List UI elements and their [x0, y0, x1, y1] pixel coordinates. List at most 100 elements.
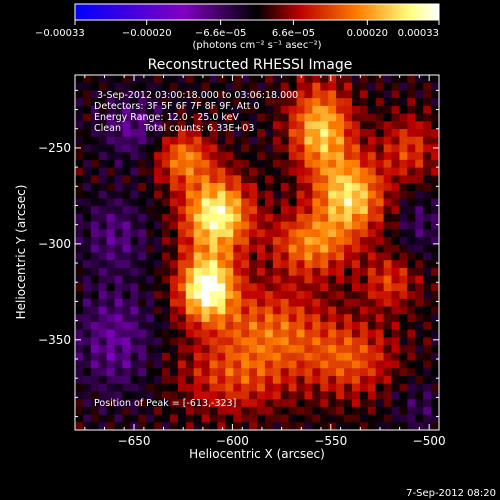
heatmap-cell [233, 275, 242, 284]
heatmap-cell [177, 198, 187, 207]
heatmap-cell [312, 198, 321, 207]
heatmap-cell [106, 422, 115, 431]
heatmap-cell [233, 306, 242, 315]
heatmap-cell [257, 198, 266, 207]
heatmap-cell [225, 90, 234, 99]
heatmap-cell [185, 329, 195, 338]
heatmap-cell [90, 314, 100, 323]
heatmap-cell [399, 244, 408, 253]
heatmap-cell [106, 406, 115, 415]
heatmap-cell [296, 198, 305, 207]
heatmap-cell [146, 352, 155, 361]
heatmap-cell [233, 368, 242, 377]
heatmap-cell [272, 229, 282, 238]
heatmap-cell [162, 190, 171, 199]
heatmap-cell [241, 352, 250, 361]
heatmap-cell [431, 206, 440, 215]
heatmap-cell [296, 422, 305, 431]
heatmap-cell [225, 406, 234, 415]
heatmap-cell [328, 399, 337, 408]
heatmap-cell [146, 90, 155, 99]
heatmap-cell [169, 360, 179, 369]
heatmap-cell [296, 129, 305, 138]
heatmap-cell [106, 260, 115, 269]
heatmap-cell [344, 190, 353, 199]
heatmap-cell [264, 159, 274, 169]
heatmap-cell [399, 190, 408, 199]
heatmap-cell [162, 267, 171, 277]
heatmap-cell [217, 314, 226, 323]
heatmap-cell [280, 129, 290, 138]
heatmap-cell [249, 229, 258, 238]
heatmap-cell [280, 422, 290, 431]
heatmap-cell [399, 283, 408, 292]
heatmap-cell [201, 213, 210, 223]
heatmap-cell [312, 213, 321, 223]
heatmap-cell [351, 314, 361, 323]
heatmap-cell [162, 183, 171, 192]
heatmap-cell [391, 267, 400, 277]
heatmap-cell [209, 121, 218, 130]
heatmap-cell [154, 399, 163, 408]
heatmap-cell [154, 368, 163, 377]
heatmap-cell [391, 306, 400, 315]
heatmap-cell [264, 175, 274, 184]
heatmap-cell [304, 244, 313, 253]
heatmap-cell [264, 291, 274, 300]
heatmap-cell [177, 90, 187, 99]
heatmap-cell [241, 244, 250, 253]
heatmap-cell [193, 283, 203, 292]
heatmap-cell [257, 283, 266, 292]
heatmap-cell [336, 90, 345, 99]
heatmap-cell [249, 175, 258, 184]
heatmap-cell [264, 244, 274, 253]
heatmap-cell [336, 283, 345, 292]
heatmap-cell [169, 90, 179, 99]
heatmap-cell [399, 105, 408, 114]
heatmap-cell [114, 414, 123, 423]
heatmap-cell [264, 375, 274, 385]
heatmap-cell [177, 360, 187, 369]
heatmap-cell [264, 368, 274, 377]
heatmap-cell [383, 283, 392, 292]
heatmap-cell [169, 198, 179, 207]
heatmap-cell [272, 306, 282, 315]
heatmap-cell [146, 291, 155, 300]
heatmap-cell [162, 399, 171, 408]
heatmap-cell [375, 75, 385, 84]
heatmap-cell [130, 321, 139, 331]
heatmap-cell [162, 198, 171, 207]
heatmap-cell [407, 152, 416, 161]
heatmap-cell [233, 298, 242, 307]
heatmap-cell [75, 260, 84, 269]
heatmap-cell [296, 391, 305, 400]
heatmap-cell [351, 90, 361, 99]
heatmap-cell [106, 75, 115, 84]
heatmap-cell [177, 121, 187, 130]
heatmap-cell [225, 252, 234, 261]
heatmap-cell [146, 105, 155, 114]
heatmap-cell [122, 113, 131, 122]
heatmap-cell [272, 321, 282, 331]
heatmap-cell [154, 406, 163, 415]
heatmap-cell [209, 391, 218, 400]
heatmap-cell [367, 283, 377, 292]
heatmap-cell [383, 175, 392, 184]
heatmap-cell [304, 206, 313, 215]
heatmap-cell [391, 129, 400, 138]
heatmap-cell [122, 422, 131, 431]
heatmap-cell [185, 136, 195, 145]
heatmap-cell [225, 105, 234, 114]
heatmap-cell [75, 136, 84, 145]
heatmap-cell [280, 275, 290, 284]
heatmap-cell [296, 321, 305, 331]
heatmap-cell [359, 337, 369, 346]
heatmap-cell [296, 267, 305, 277]
heatmap-cell [280, 190, 290, 199]
heatmap-cell [201, 129, 210, 138]
heatmap-cell [304, 422, 313, 431]
heatmap-cell [367, 383, 377, 392]
heatmap-cell [185, 352, 195, 361]
heatmap-cell [257, 352, 266, 361]
heatmap-cell [407, 98, 416, 107]
